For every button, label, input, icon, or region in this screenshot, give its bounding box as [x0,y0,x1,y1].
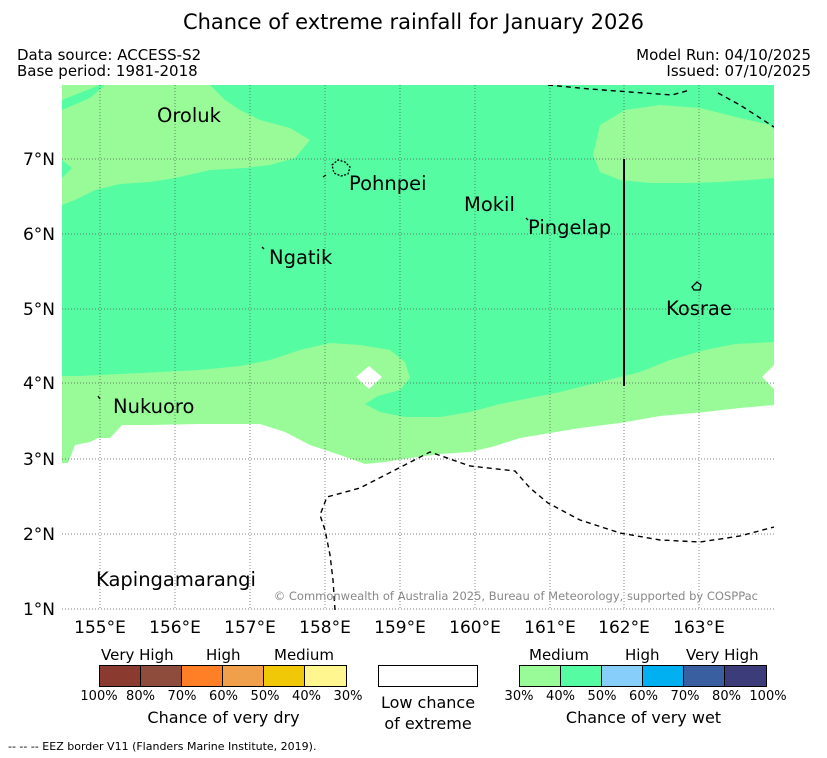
lon-label: 157°E [224,618,276,638]
medium-high-wet-patch [62,160,72,178]
nukuoro-atoll [97,395,101,400]
label-pingelap: Pingelap [528,216,611,239]
lon-label: 160°E [449,618,501,638]
label-kapingamarangi: Kapingamarangi [96,568,256,591]
pohnpei-island [331,159,351,177]
lat-label: 4°N [23,374,55,394]
dry-tick: 40% [292,689,321,704]
dry-swatch-6 [305,666,346,686]
wet-swatch-3 [602,666,643,686]
dry-high-label: High [206,646,241,664]
place-labels: Oroluk Pohnpei Mokil Pingelap Ngatik Kos… [96,104,732,591]
latitude-labels: 7°N 6°N 5°N 4°N 3°N 2°N 1°N [23,150,55,620]
issued-date: Issued: 07/10/2025 [666,62,811,80]
wet-tick: 60% [629,689,658,704]
dry-tick: 100% [80,689,118,704]
dry-colorbar [99,665,347,687]
eez-footnote: -- -- -- EEZ border V11 (Flanders Marine… [8,740,317,753]
lon-label: 163°E [673,618,725,638]
label-oroluk: Oroluk [157,104,222,127]
data-source: Data source: ACCESS-S2 [17,46,202,64]
label-kosrae: Kosrae [666,297,732,320]
wet-swatch-1 [520,666,561,686]
pohnpei-reef-west [322,174,327,178]
lon-label: 162°E [598,618,650,638]
dry-tick: 80% [126,689,155,704]
island-outlines [97,159,702,400]
ngatik-atoll [261,246,265,250]
wet-high-label: High [625,646,660,664]
dry-tick: 70% [167,689,197,704]
wet-caption: Chance of very wet [565,708,722,727]
low-chance-patch [356,366,382,389]
dry-swatch-5 [264,666,305,686]
lon-label: 156°E [149,618,201,638]
wet-swatch-6 [725,666,766,686]
wet-tick: 80% [712,689,741,704]
lat-label: 6°N [23,225,55,245]
wet-colorbar [519,665,767,687]
medium-wet-patch [62,398,88,410]
map-title: Chance of extreme rainfall for January 2… [182,10,645,34]
base-period: Base period: 1981-2018 [17,62,198,80]
lat-label: 3°N [23,450,55,470]
wet-tick: 30% [504,689,534,704]
label-nukuoro: Nukuoro [113,395,194,418]
low-chance-swatch [378,665,478,687]
dry-tick: 60% [209,689,238,704]
wet-swatch-4 [643,666,684,686]
lon-label: 159°E [374,618,426,638]
dry-swatch-4 [223,666,264,686]
eez-borders [319,85,774,610]
lon-label: 161°E [524,618,576,638]
wet-medium-label: Medium [529,646,589,664]
kosrae-island [691,281,702,291]
low-chance-label-line2: of extreme [384,714,472,733]
label-mokil: Mokil [464,193,515,216]
lat-label: 2°N [23,525,55,545]
dry-very-high-label: Very High [101,646,174,664]
dry-medium-label: Medium [274,646,334,664]
label-ngatik: Ngatik [269,246,333,269]
wet-swatch-2 [561,666,602,686]
wet-tick: 50% [587,689,617,704]
dry-swatch-2 [141,666,182,686]
wet-tick: 100% [749,689,787,704]
dry-caption: Chance of very dry [147,708,300,727]
dry-tick: 30% [333,689,363,704]
medium-wet-region-north [62,85,310,205]
wet-tick: 70% [670,689,700,704]
longitude-labels: 155°E 156°E 157°E 158°E 159°E 160°E 161°E 162°E… [74,618,725,638]
lon-label: 155°E [74,618,126,638]
low-chance-label-line1: Low chance [380,693,476,712]
lat-label: 1°N [23,600,55,620]
lon-label: 158°E [299,618,351,638]
label-pohnpei: Pohnpei [349,172,427,195]
mokil-atoll [525,217,529,221]
dry-swatch-3 [182,666,223,686]
lat-label: 5°N [23,300,55,320]
wet-swatch-5 [684,666,725,686]
dry-swatch-1 [100,666,141,686]
medium-wet-region-east [593,105,774,183]
wet-tick: 40% [546,689,575,704]
copyright-notice: © Commonwealth of Australia 2025, Bureau… [274,589,758,603]
wet-very-high-label: Very High [686,646,759,664]
dry-tick: 50% [250,689,280,704]
lat-label: 7°N [23,150,55,170]
model-run: Model Run: 04/10/2025 [636,46,811,64]
